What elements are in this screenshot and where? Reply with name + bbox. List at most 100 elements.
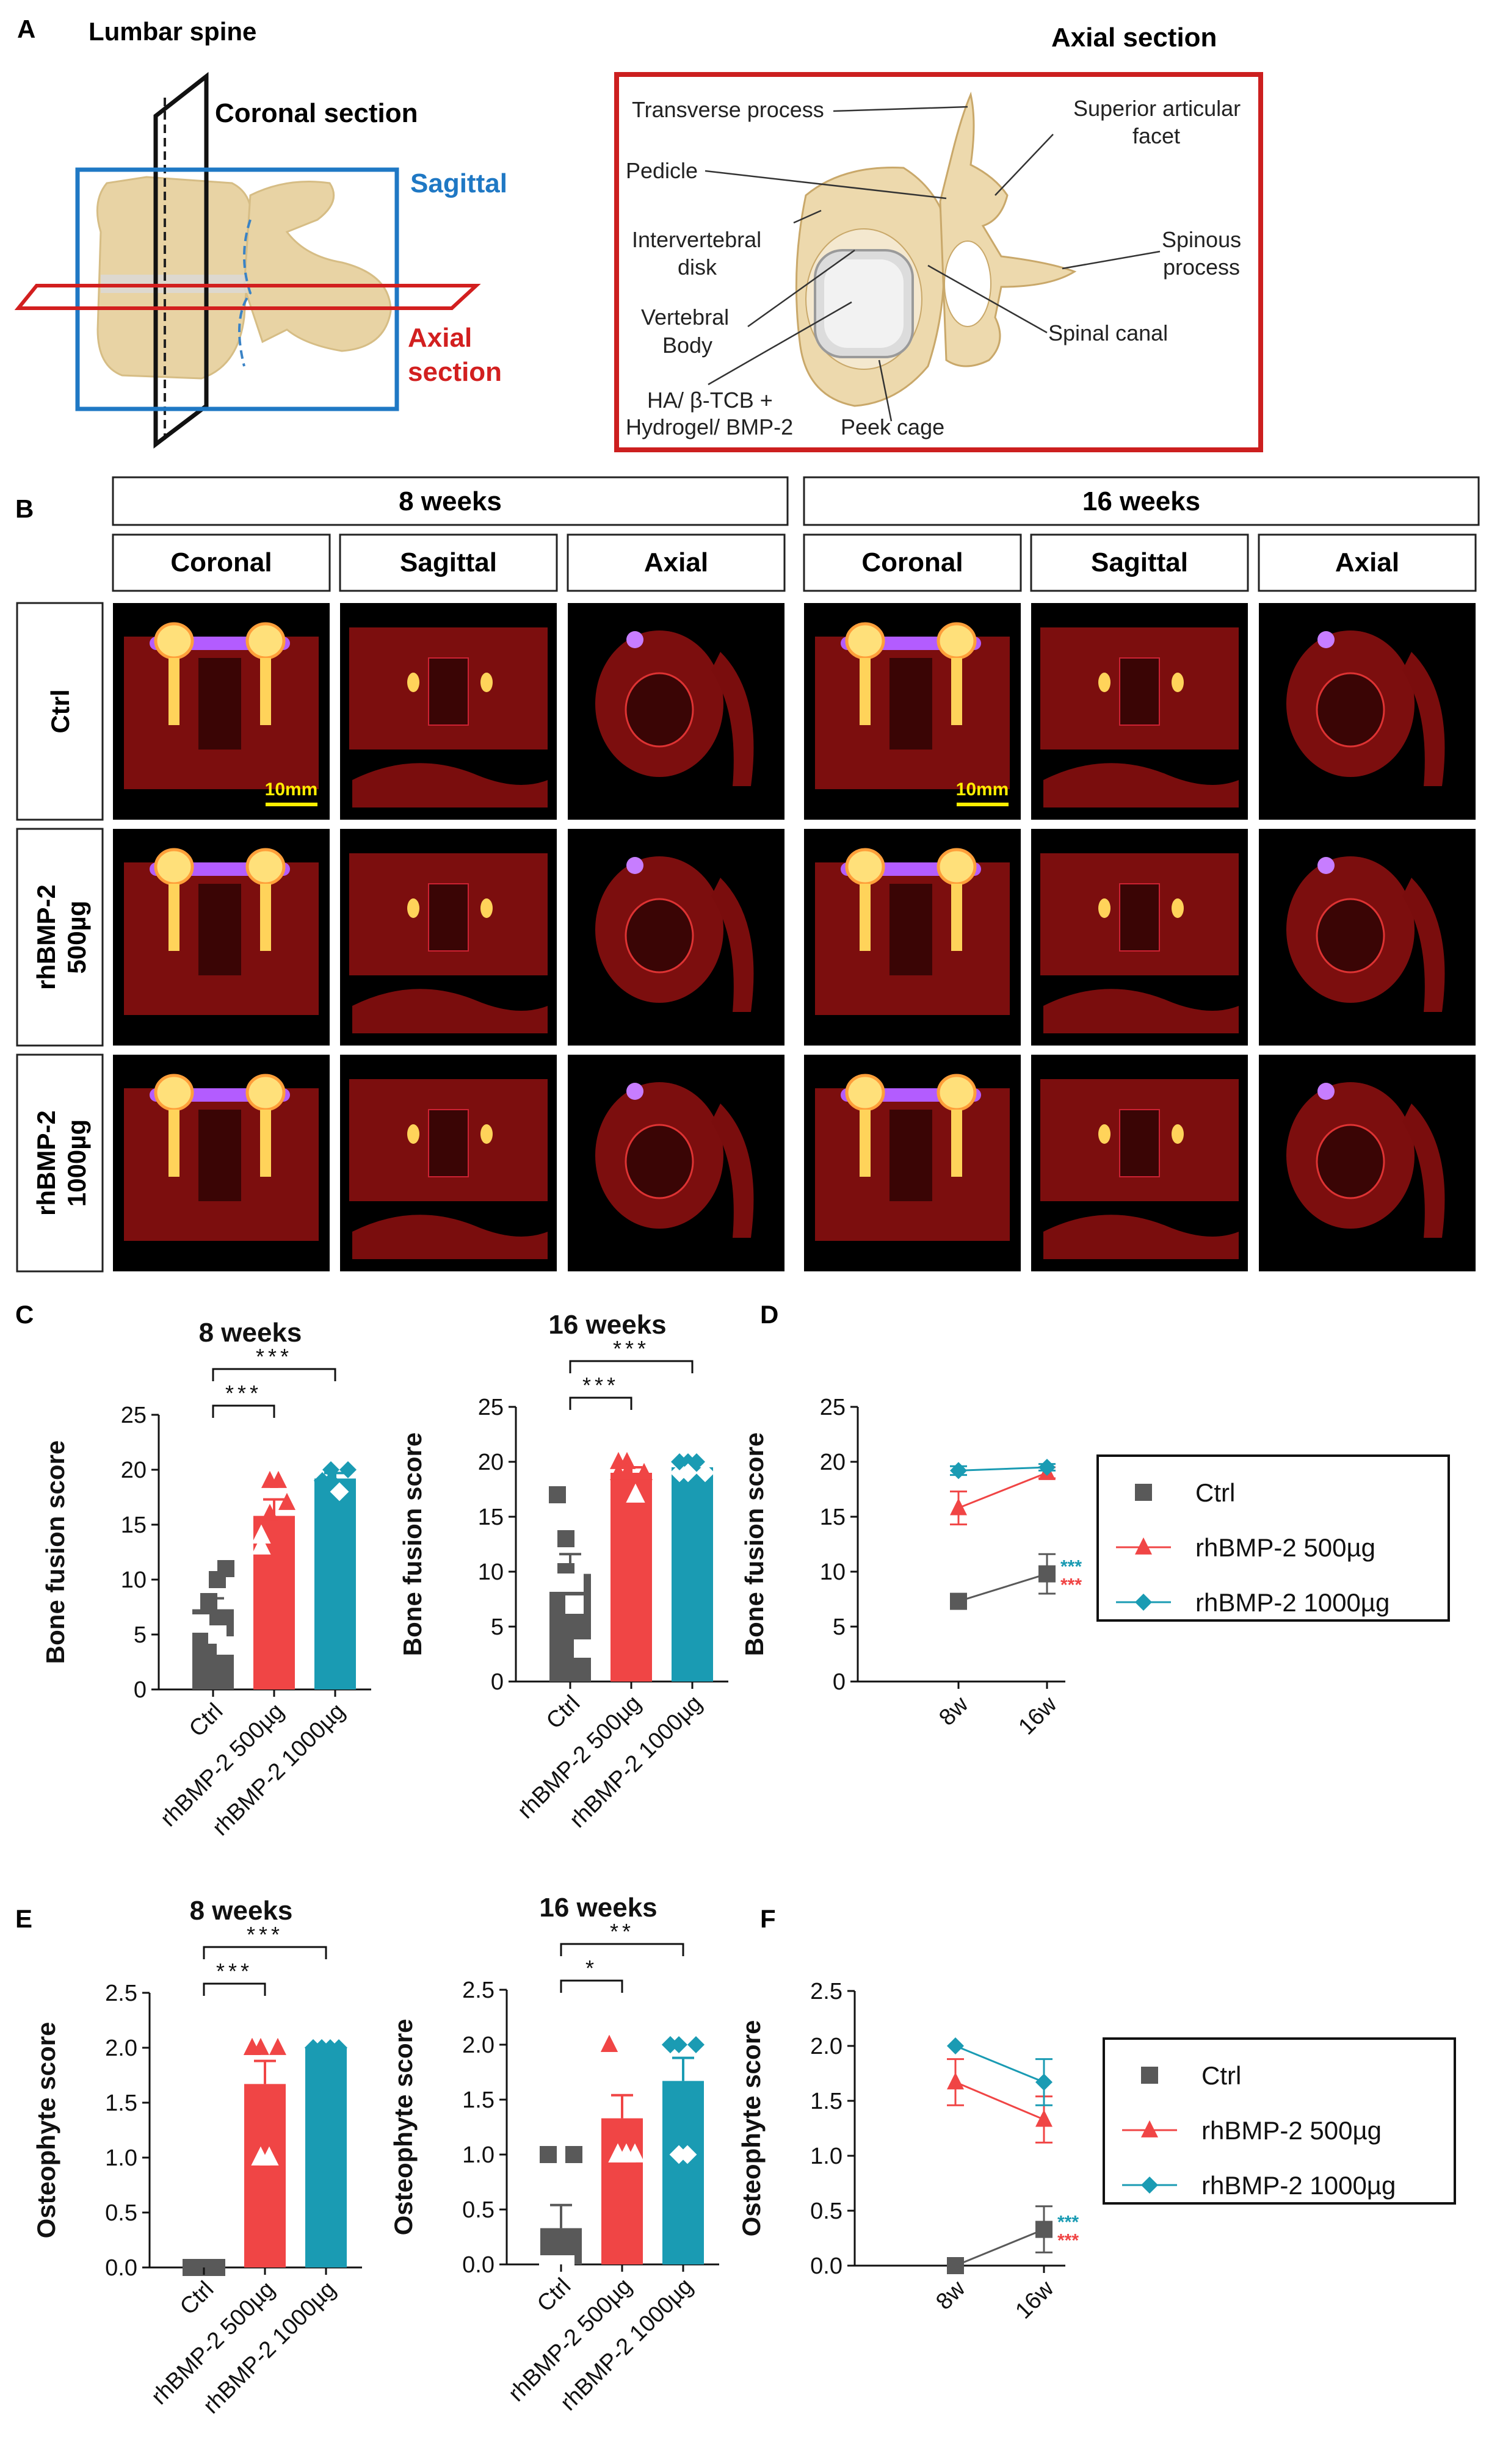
scale-bar-label: 10mm: [956, 779, 1009, 800]
y-tick-label: 1.0: [105, 2145, 137, 2171]
posterior-element: [711, 1104, 754, 1238]
micro-ct-image: [340, 603, 557, 820]
row-label-box: [16, 828, 104, 1047]
lumbar-spine-illustration: [96, 98, 392, 439]
screw-head: [245, 1074, 286, 1111]
y-tick-label: 2.5: [462, 1978, 495, 2003]
rod-cross-section: [1317, 1083, 1335, 1100]
data-point: [610, 1451, 627, 1469]
screw-cross-section: [407, 898, 419, 918]
x-tick-label: Ctrl: [532, 2274, 576, 2317]
data-point: [671, 1453, 688, 1470]
chart-title: 16 weeks: [548, 1310, 666, 1340]
micro-ct-image: [1259, 603, 1476, 820]
screw-head: [937, 848, 977, 886]
axial-section-title: Axial section: [1051, 23, 1217, 52]
vertebra-axial-illustration: [795, 92, 1077, 407]
data-point: [1035, 2073, 1053, 2091]
screw-head: [937, 622, 977, 660]
sagittal-label: Sagittal: [410, 168, 507, 198]
rod-cross-section: [1317, 857, 1335, 874]
x-tick-label: 16w: [1010, 2275, 1059, 2324]
screw-cross-section: [480, 1124, 493, 1144]
series-line: [955, 2045, 1045, 2083]
data-point: [950, 1592, 967, 1610]
bone-tissue: [1043, 763, 1239, 807]
data-point: [557, 1530, 574, 1547]
screw-shaft: [860, 884, 871, 951]
screw-head: [154, 848, 194, 886]
coronal-plane: [153, 71, 209, 449]
screw-cross-section: [1172, 673, 1184, 692]
screw-shaft: [260, 658, 271, 725]
data-point: [200, 1593, 217, 1610]
screw-head: [245, 848, 286, 886]
data-point: [565, 1595, 584, 1614]
significance-bracket: [203, 1982, 266, 1996]
scale-bar-label: 10mm: [265, 779, 318, 800]
significance-label: ***: [613, 1336, 650, 1361]
data-point: [947, 2257, 964, 2274]
disc-space: [198, 1110, 241, 1201]
y-axis-title: Bone fusion score: [740, 1433, 769, 1656]
time-header-label: 16 weeks: [1082, 486, 1200, 516]
data-point: [549, 1486, 566, 1503]
micro-ct-image: 10mm: [804, 603, 1021, 820]
data-point: [695, 1463, 715, 1483]
screw-shaft: [260, 884, 271, 951]
bar: [662, 2081, 704, 2264]
significance-label: ***: [1060, 1557, 1082, 1577]
row-label-line2: 500µg: [62, 901, 91, 974]
y-tick-label: 20: [820, 1450, 846, 1475]
view-header-box: [112, 533, 331, 592]
cage-region: [428, 657, 469, 726]
panel-letter-c: C: [15, 1300, 34, 1329]
y-tick-label: 0: [833, 1669, 846, 1695]
bar: [314, 1478, 356, 1689]
data-point: [565, 1573, 584, 1592]
line-chart-5: 0.0 0.5 1.0 1.5 2.0 2.5 Osteophyte score 8w 16w *…: [737, 1979, 1456, 2324]
legend: Ctrl rhBMP-2 500µg rhBMP-2 1000µg: [1096, 1454, 1450, 1622]
legend-box: [1096, 1454, 1450, 1622]
micro-ct-image: 10mm: [113, 603, 330, 820]
panel-letter-d: D: [760, 1300, 778, 1329]
data-point: [252, 1535, 271, 1555]
y-tick-label: 15: [121, 1512, 147, 1538]
screw-shaft: [951, 1110, 962, 1177]
time-header-box: [112, 476, 789, 526]
screw-shaft: [860, 1110, 871, 1177]
micro-ct-image: [804, 1055, 1021, 1271]
y-tick-label: 5: [134, 1622, 147, 1648]
significance-label: ***: [1057, 2213, 1079, 2233]
data-point: [269, 2037, 286, 2055]
y-tick-label: 1.0: [810, 2144, 842, 2169]
bar: [611, 1473, 652, 1682]
line-chart-2: 0 5 10 15 20 25 Bone fusion score 8w 16w ****** Ct…: [740, 1395, 1450, 1740]
data-point: [1135, 1537, 1152, 1555]
x-tick-label: Ctrl: [184, 1699, 228, 1742]
label-peek-cage: Peek cage: [841, 414, 944, 439]
sagittal-plane: [75, 167, 399, 411]
data-point: [669, 2145, 689, 2164]
label-pedicle: Pedicle: [626, 158, 698, 183]
screw-head: [845, 848, 885, 886]
axial-part-labels: Transverse process Superior articular fa…: [626, 96, 1241, 439]
screw-cross-section: [1098, 1124, 1111, 1144]
row-label-line2: 1000µg: [62, 1119, 91, 1207]
time-header-label: 8 weeks: [399, 486, 502, 516]
y-tick-label: 15: [820, 1505, 846, 1530]
screw-cross-section: [1172, 1124, 1184, 1144]
data-point: [574, 1639, 592, 1658]
data-point: [950, 1498, 967, 1516]
leader-lines: [705, 106, 1161, 422]
data-point: [947, 2037, 964, 2054]
bone-tissue: [1043, 989, 1239, 1033]
axial-label-line2: section: [408, 357, 502, 387]
label-spinous-1: Spinous: [1162, 227, 1241, 252]
chart-title: 16 weeks: [539, 1893, 657, 1923]
micro-ct-image: [568, 603, 784, 820]
panel-b: B 8 weeks Coronal Sagittal Axial 16 weeks Cor…: [15, 476, 1480, 1273]
data-point: [330, 2039, 347, 2056]
screw-head: [245, 622, 286, 660]
